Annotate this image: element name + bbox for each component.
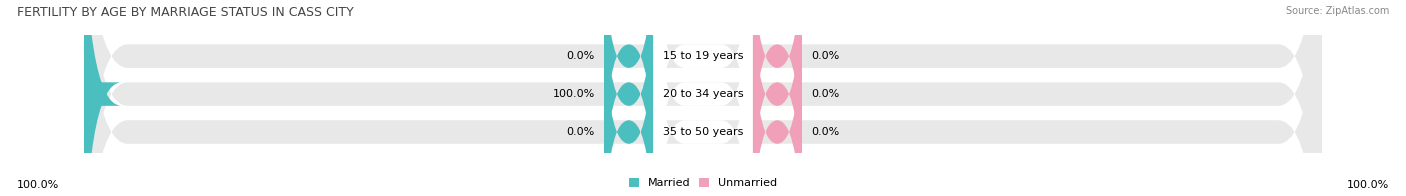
FancyBboxPatch shape <box>654 0 752 196</box>
Text: 100.0%: 100.0% <box>553 89 595 99</box>
Text: Source: ZipAtlas.com: Source: ZipAtlas.com <box>1285 6 1389 16</box>
Text: 15 to 19 years: 15 to 19 years <box>662 51 744 61</box>
FancyBboxPatch shape <box>605 0 654 196</box>
Text: FERTILITY BY AGE BY MARRIAGE STATUS IN CASS CITY: FERTILITY BY AGE BY MARRIAGE STATUS IN C… <box>17 6 354 19</box>
Text: 100.0%: 100.0% <box>17 180 59 190</box>
FancyBboxPatch shape <box>605 0 654 196</box>
FancyBboxPatch shape <box>84 0 1322 196</box>
Text: 100.0%: 100.0% <box>1347 180 1389 190</box>
FancyBboxPatch shape <box>48 0 121 196</box>
Text: 35 to 50 years: 35 to 50 years <box>662 127 744 137</box>
Text: 20 to 34 years: 20 to 34 years <box>662 89 744 99</box>
Text: 0.0%: 0.0% <box>567 51 595 61</box>
FancyBboxPatch shape <box>752 0 801 196</box>
FancyBboxPatch shape <box>605 0 654 196</box>
Text: 0.0%: 0.0% <box>811 51 839 61</box>
Text: 0.0%: 0.0% <box>811 89 839 99</box>
FancyBboxPatch shape <box>654 0 752 196</box>
FancyBboxPatch shape <box>84 0 1322 196</box>
FancyBboxPatch shape <box>752 0 801 196</box>
Legend: Married, Unmarried: Married, Unmarried <box>628 178 778 189</box>
FancyBboxPatch shape <box>84 0 1322 196</box>
Text: 0.0%: 0.0% <box>811 127 839 137</box>
Text: 0.0%: 0.0% <box>567 127 595 137</box>
FancyBboxPatch shape <box>752 0 801 196</box>
FancyBboxPatch shape <box>654 0 752 196</box>
